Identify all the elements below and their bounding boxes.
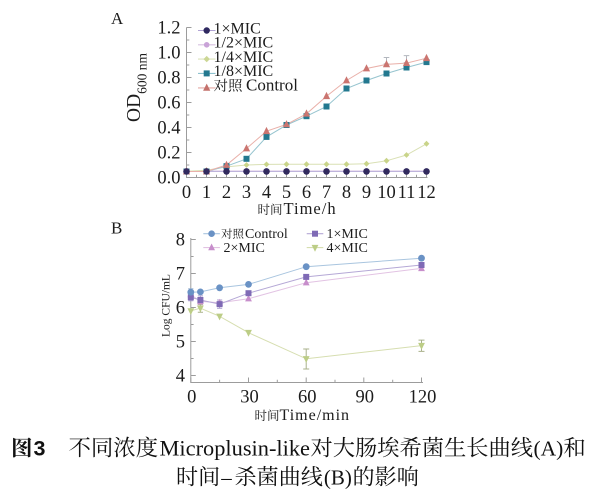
svg-text:90: 90 [356, 388, 375, 408]
svg-text:120: 120 [409, 388, 437, 408]
svg-text:8: 8 [176, 231, 185, 251]
svg-text:1/8×MIC: 1/8×MIC [214, 63, 274, 80]
svg-text:Control: Control [246, 76, 298, 95]
svg-text:4: 4 [176, 367, 185, 387]
svg-text:8: 8 [342, 183, 351, 203]
svg-text:1: 1 [202, 183, 211, 203]
svg-text:0.8: 0.8 [157, 69, 180, 89]
svg-text:0.0: 0.0 [157, 169, 180, 189]
svg-text:7: 7 [322, 183, 331, 203]
svg-text:1.0: 1.0 [157, 44, 180, 64]
svg-text:5: 5 [176, 333, 185, 353]
svg-text:0: 0 [182, 183, 191, 203]
svg-text:6: 6 [302, 183, 311, 203]
svg-text:2×MIC: 2×MIC [224, 241, 265, 256]
svg-text:Log CFU/mL: Log CFU/mL [161, 274, 173, 337]
svg-text:3: 3 [34, 437, 46, 461]
svg-text:10: 10 [377, 183, 396, 203]
svg-text:9: 9 [362, 183, 371, 203]
svg-text:Microplusin-like: Microplusin-like [160, 436, 311, 461]
svg-text:1×MIC: 1×MIC [327, 227, 368, 242]
svg-text:0.4: 0.4 [157, 119, 180, 139]
svg-text:A: A [111, 9, 124, 28]
svg-text:2: 2 [222, 183, 231, 203]
svg-text:0.2: 0.2 [157, 144, 180, 164]
svg-text:4×MIC: 4×MIC [327, 241, 368, 256]
svg-text:0.6: 0.6 [157, 94, 180, 114]
svg-text:7: 7 [176, 265, 185, 285]
svg-text:Control: Control [245, 227, 288, 242]
svg-text:30: 30 [240, 388, 259, 408]
svg-text:Time/h: Time/h [284, 199, 337, 218]
svg-text:60: 60 [298, 388, 317, 408]
svg-text:(B): (B) [324, 466, 352, 490]
svg-text:1×MIC: 1×MIC [214, 20, 261, 37]
svg-text:–: – [220, 466, 232, 490]
svg-text:0: 0 [187, 388, 196, 408]
svg-text:3: 3 [242, 183, 251, 203]
svg-text:1/4×MIC: 1/4×MIC [214, 49, 274, 66]
svg-text:B: B [111, 219, 122, 238]
svg-text:Time/min: Time/min [280, 407, 351, 424]
svg-text:5: 5 [282, 183, 291, 203]
svg-text:12: 12 [417, 183, 436, 203]
svg-text:1/2×MIC: 1/2×MIC [214, 35, 274, 52]
svg-text:(A): (A) [534, 437, 564, 461]
svg-text:1.2: 1.2 [157, 19, 180, 39]
svg-text:4: 4 [262, 183, 271, 203]
svg-text:6: 6 [176, 299, 185, 319]
svg-text:11: 11 [398, 183, 416, 203]
